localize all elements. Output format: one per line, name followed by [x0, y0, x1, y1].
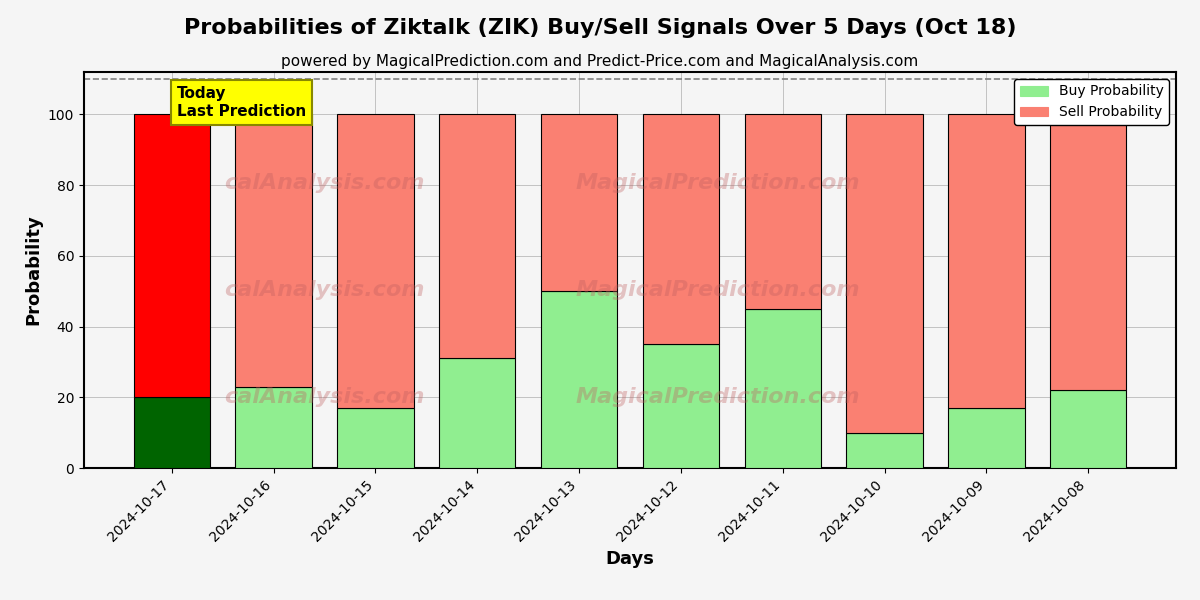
- Legend: Buy Probability, Sell Probability: Buy Probability, Sell Probability: [1014, 79, 1169, 125]
- Bar: [439, 358, 516, 468]
- Bar: [235, 386, 312, 468]
- Text: calAnalysis.com: calAnalysis.com: [224, 387, 425, 407]
- Text: powered by MagicalPrediction.com and Predict-Price.com and MagicalAnalysis.com: powered by MagicalPrediction.com and Pre…: [281, 54, 919, 69]
- Bar: [439, 115, 516, 358]
- Bar: [846, 433, 923, 468]
- Text: calAnalysis.com: calAnalysis.com: [224, 280, 425, 300]
- Bar: [643, 115, 719, 344]
- Bar: [133, 115, 210, 397]
- Text: Probabilities of Ziktalk (ZIK) Buy/Sell Signals Over 5 Days (Oct 18): Probabilities of Ziktalk (ZIK) Buy/Sell …: [184, 18, 1016, 38]
- Bar: [541, 291, 617, 468]
- Y-axis label: Probability: Probability: [24, 215, 42, 325]
- Bar: [948, 408, 1025, 468]
- Bar: [1050, 390, 1127, 468]
- Bar: [133, 397, 210, 468]
- Bar: [541, 115, 617, 291]
- Text: Today
Last Prediction: Today Last Prediction: [176, 86, 306, 119]
- X-axis label: Days: Days: [606, 550, 654, 568]
- Text: MagicalPrediction.com: MagicalPrediction.com: [575, 387, 859, 407]
- Bar: [235, 115, 312, 386]
- Bar: [1050, 115, 1127, 390]
- Bar: [744, 115, 821, 309]
- Bar: [643, 344, 719, 468]
- Bar: [948, 115, 1025, 408]
- Bar: [337, 408, 414, 468]
- Bar: [846, 115, 923, 433]
- Text: MagicalPrediction.com: MagicalPrediction.com: [575, 280, 859, 300]
- Bar: [744, 309, 821, 468]
- Text: calAnalysis.com: calAnalysis.com: [224, 173, 425, 193]
- Bar: [337, 115, 414, 408]
- Text: MagicalPrediction.com: MagicalPrediction.com: [575, 173, 859, 193]
